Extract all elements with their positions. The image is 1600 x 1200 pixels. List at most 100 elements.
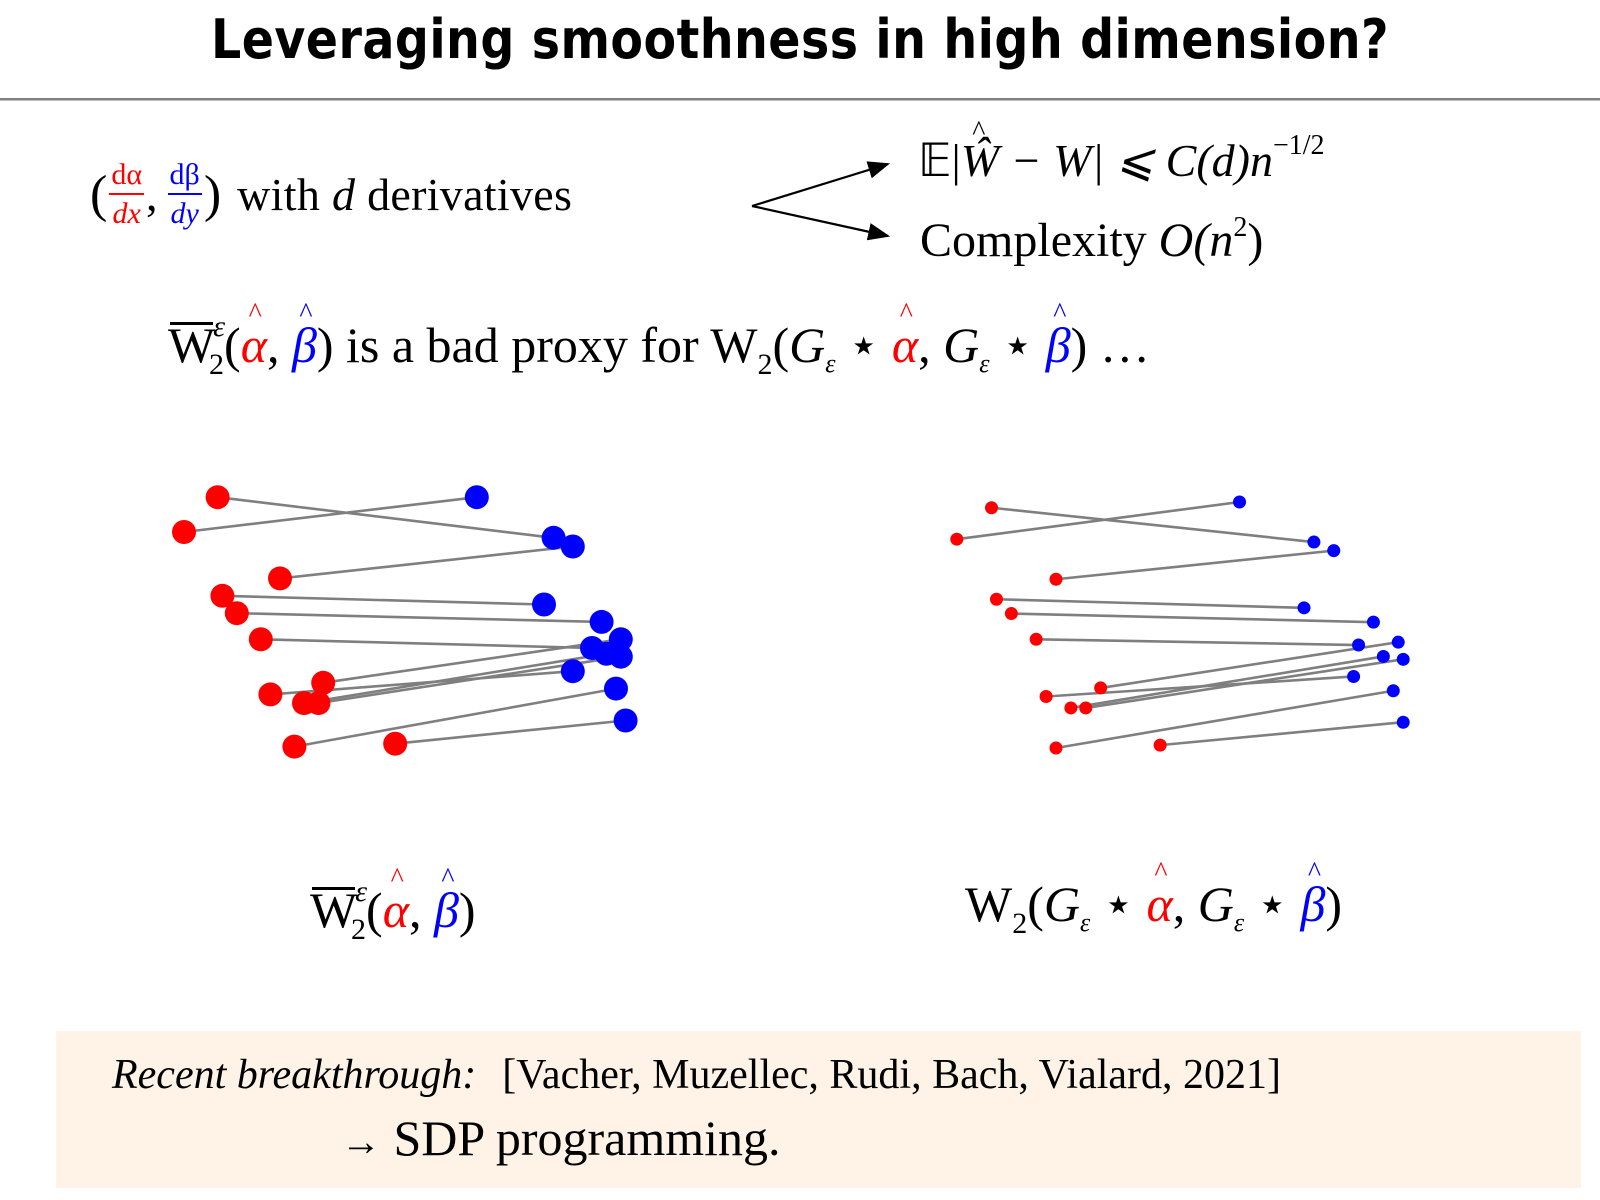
matching-line bbox=[991, 506, 1315, 544]
alpha-hat-2: α bbox=[892, 298, 918, 374]
beta-point bbox=[1307, 535, 1321, 549]
w2-letter: W bbox=[710, 317, 758, 373]
frac-alpha-den: dx bbox=[112, 197, 141, 230]
beta-point bbox=[1297, 601, 1311, 615]
conv-star-2: ⋆ bbox=[1244, 876, 1301, 932]
close: ) bbox=[316, 317, 334, 373]
frac-alpha-num: dα bbox=[111, 158, 143, 191]
w-letter: W bbox=[310, 882, 358, 938]
g-sub: ε bbox=[825, 349, 836, 378]
frac-beta-bar bbox=[167, 193, 202, 195]
open: ( bbox=[1027, 876, 1044, 932]
alpha-point bbox=[224, 601, 249, 626]
alpha-point bbox=[311, 670, 336, 695]
alpha-point bbox=[258, 682, 283, 707]
error-bound: 𝔼|Ŵ − W| ⩽ C(d)n−1/2 bbox=[918, 116, 1325, 187]
matching-line bbox=[323, 638, 621, 685]
close: ) bbox=[458, 882, 476, 938]
beta-hat: β bbox=[292, 298, 317, 374]
matching-line bbox=[1011, 612, 1374, 624]
matching-line bbox=[303, 652, 607, 705]
matching-line bbox=[395, 719, 626, 745]
expectation-symbol: 𝔼| bbox=[918, 135, 961, 186]
alpha-point bbox=[1094, 681, 1108, 695]
matching-line bbox=[217, 495, 554, 540]
g-sub-2: ε bbox=[979, 349, 990, 378]
arrow-up-icon bbox=[751, 161, 891, 208]
matching-line bbox=[1036, 638, 1359, 647]
beta-point bbox=[1347, 669, 1361, 683]
beta-point bbox=[1396, 715, 1410, 729]
beta-point bbox=[1396, 652, 1410, 666]
beta-point bbox=[613, 708, 638, 733]
g-letter-2: G bbox=[943, 317, 980, 373]
series-alpha-hat bbox=[950, 501, 1167, 755]
alpha-point bbox=[1049, 572, 1063, 586]
note-line-2: → SDP programming. bbox=[341, 1109, 781, 1167]
series-beta-hat bbox=[1233, 495, 1410, 729]
left-matching-plot bbox=[140, 460, 660, 780]
right-matching-plot bbox=[920, 470, 1440, 780]
alpha-point bbox=[1029, 632, 1043, 646]
sub-2: 2 bbox=[351, 913, 367, 946]
conv-star: ⋆ bbox=[1090, 876, 1147, 932]
beta-point bbox=[532, 592, 556, 617]
alpha-point bbox=[985, 501, 999, 515]
alpha-point bbox=[1049, 741, 1063, 755]
density-beta-fraction: dβ dy bbox=[167, 160, 202, 229]
right-arrow-icon: → bbox=[341, 1119, 381, 1164]
complexity-label: Complexity bbox=[920, 214, 1159, 267]
right-plot-caption: W2(Gε ⋆ α, Gε ⋆ β) bbox=[965, 857, 1342, 941]
comma2: , bbox=[918, 317, 944, 373]
matching-line bbox=[1070, 655, 1384, 710]
series-alpha-hat bbox=[172, 485, 408, 759]
derivatives-text: with d derivatives bbox=[237, 168, 572, 221]
matching-line bbox=[279, 545, 573, 580]
matching-line bbox=[1085, 658, 1404, 710]
comma: , bbox=[408, 882, 434, 938]
open: ( bbox=[224, 317, 241, 373]
alpha-point bbox=[210, 583, 235, 608]
matching-line bbox=[1055, 549, 1334, 581]
w-hat: Ŵ bbox=[961, 116, 999, 187]
beta-point bbox=[464, 485, 489, 510]
proxy-text: is a bad proxy for bbox=[333, 317, 711, 373]
right-plot-svg bbox=[950, 495, 1410, 755]
alpha-point bbox=[1004, 607, 1018, 621]
close-paren: ) bbox=[203, 166, 222, 223]
alpha-point bbox=[383, 731, 408, 756]
title-divider-shadow bbox=[0, 100, 1600, 101]
alpha-point bbox=[306, 691, 331, 716]
beta-point bbox=[1376, 649, 1390, 663]
w-letter: W bbox=[965, 876, 1013, 932]
beta-point bbox=[1233, 495, 1247, 509]
branch-arrows bbox=[751, 161, 891, 241]
beta-hat-2: β bbox=[1046, 298, 1071, 374]
alpha-point bbox=[172, 520, 196, 544]
comma: , bbox=[266, 317, 292, 373]
matching-line bbox=[996, 597, 1305, 610]
beta-hat: β bbox=[1300, 857, 1325, 933]
sub-2: 2 bbox=[1012, 907, 1028, 940]
comma: , bbox=[1172, 876, 1198, 932]
w-bar: W bbox=[168, 316, 215, 374]
arrow-down-icon bbox=[751, 204, 891, 241]
note-label: Recent breakthrough: bbox=[112, 1052, 477, 1098]
density-alpha-fraction: dα dx bbox=[109, 158, 145, 230]
beta-point bbox=[560, 534, 585, 559]
w-bar: W bbox=[310, 881, 357, 939]
breakthrough-note-box: Recent breakthrough: [Vacher, Muzellec, R… bbox=[56, 1031, 1581, 1188]
close2: ) bbox=[1070, 317, 1088, 373]
matching-line bbox=[1160, 720, 1404, 747]
beta-hat: β bbox=[434, 863, 459, 939]
alpha-point bbox=[282, 734, 307, 759]
beta-point bbox=[604, 676, 628, 701]
alpha-point bbox=[1079, 701, 1093, 715]
smoothness-assumption: ( dα dx , dβ dy ) with d derivatives bbox=[90, 160, 572, 229]
eps-sup: ε bbox=[355, 875, 368, 908]
matching-lines bbox=[956, 500, 1404, 750]
text-with: with bbox=[237, 169, 321, 220]
beta-point bbox=[589, 609, 614, 634]
complexity-exponent: 2 bbox=[1233, 212, 1248, 243]
sub-2: 2 bbox=[209, 348, 225, 381]
